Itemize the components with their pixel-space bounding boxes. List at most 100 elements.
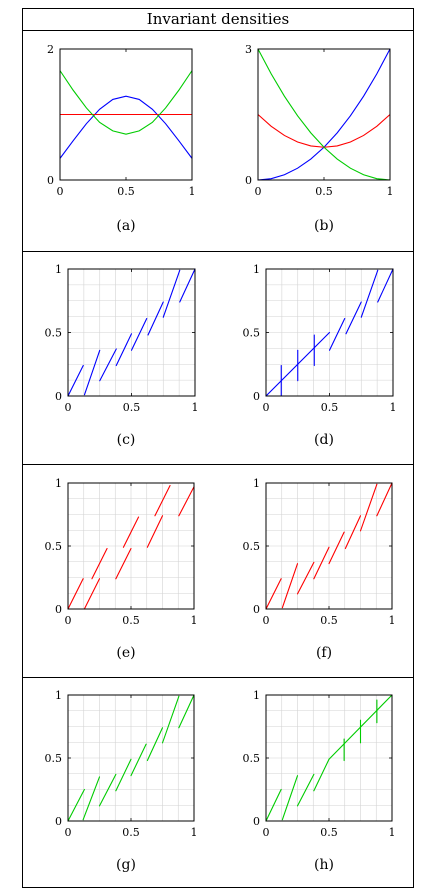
chart-a: 0 0.5 1 0 2 <box>47 43 196 198</box>
y-tick-label: 1 <box>55 689 62 702</box>
map-segment <box>115 758 132 792</box>
axes-box <box>265 268 394 397</box>
map-segment <box>146 515 164 548</box>
chart-h: 0 0.5 1 0 0.5 1 <box>243 689 396 839</box>
y-tick-label: 0.5 <box>45 752 63 765</box>
caption-d: (d) <box>314 432 334 448</box>
map-segment <box>130 317 148 351</box>
y-tick-label: 0.5 <box>243 327 261 340</box>
y-tick-label: 1 <box>253 689 260 702</box>
x-tick-label: 0 <box>263 826 270 839</box>
map-segment <box>67 788 85 822</box>
map-segment <box>313 546 330 580</box>
y-tick-label: 2 <box>47 43 54 56</box>
map-segment <box>265 788 282 822</box>
x-tick-label: 1 <box>389 614 396 627</box>
y-tick-label: 1 <box>55 477 62 490</box>
axes-box <box>257 48 391 181</box>
map-segment <box>265 578 282 610</box>
series-line-green <box>59 70 193 135</box>
caption-c: (c) <box>116 432 136 448</box>
series-line-blue <box>257 48 391 181</box>
x-tick-label: 1 <box>189 185 196 198</box>
row-divider-3 <box>22 677 414 678</box>
chart-g: 0 0.5 1 0 0.5 1 <box>45 689 198 839</box>
map-segment <box>178 486 195 517</box>
map-segment <box>344 515 362 550</box>
y-tick-label: 0 <box>55 390 62 403</box>
y-tick-label: 0.5 <box>45 540 63 553</box>
map-segment <box>377 268 394 303</box>
y-tick-label: 0 <box>245 174 252 187</box>
map-segment <box>130 743 147 777</box>
chart-f: 0 0.5 1 0 0.5 1 <box>243 477 396 627</box>
map-segment <box>122 516 140 548</box>
y-tick-label: 0.5 <box>243 540 261 553</box>
x-tick-label: 1 <box>192 401 199 414</box>
map-segment <box>345 301 362 335</box>
y-tick-label: 1 <box>253 263 260 276</box>
axes-box <box>67 694 195 822</box>
y-tick-label: 0 <box>253 815 260 828</box>
axes-box <box>265 694 393 822</box>
axes-box <box>265 482 393 610</box>
map-segment <box>359 483 378 532</box>
map-segment <box>296 561 315 595</box>
y-tick-label: 3 <box>245 43 252 56</box>
series-line-green <box>257 48 391 181</box>
x-tick-label: 0 <box>65 826 72 839</box>
map-segment <box>82 776 101 821</box>
map-segment <box>115 547 132 580</box>
map-segment <box>179 268 196 303</box>
series-line-blue <box>59 95 193 159</box>
map-segment <box>376 482 393 517</box>
figure-title: Invariant densities <box>146 10 290 28</box>
x-tick-label: 1 <box>191 826 198 839</box>
x-tick-label: 1 <box>191 614 198 627</box>
map-segment <box>328 317 346 351</box>
map-segment <box>67 578 84 610</box>
title-divider <box>22 30 414 31</box>
axes-box <box>67 268 196 397</box>
x-tick-label: 0.5 <box>320 614 338 627</box>
y-tick-label: 1 <box>253 477 260 490</box>
map-segment <box>281 563 299 609</box>
y-tick-label: 0.5 <box>45 327 63 340</box>
map-segment <box>281 775 299 821</box>
x-tick-label: 0.5 <box>320 826 338 839</box>
x-tick-label: 1 <box>387 185 394 198</box>
chart-c: 0 0.5 1 0 0.5 1 <box>45 263 199 414</box>
map-segment <box>98 773 117 807</box>
map-segment <box>83 578 101 610</box>
map-segment <box>67 364 84 397</box>
row-divider-1 <box>22 251 414 252</box>
chart-b: 0 0.5 1 0 3 <box>245 43 394 198</box>
map-segment <box>296 773 315 807</box>
row-divider-2 <box>22 464 414 465</box>
figure-frame <box>22 8 414 888</box>
x-tick-label: 0.5 <box>117 185 135 198</box>
map-segment <box>360 269 379 318</box>
map-segment <box>146 727 164 762</box>
y-tick-label: 0 <box>253 603 260 616</box>
map-segment <box>162 269 181 318</box>
map-segment <box>115 333 133 367</box>
x-tick-label: 0 <box>263 401 270 414</box>
y-tick-label: 0.5 <box>243 752 261 765</box>
x-tick-label: 0 <box>65 401 72 414</box>
map-segment <box>161 695 180 744</box>
caption-a: (a) <box>116 218 136 234</box>
x-tick-label: 1 <box>390 401 397 414</box>
y-tick-label: 0 <box>253 390 260 403</box>
caption-f: (f) <box>315 645 333 661</box>
series-line-red <box>257 114 391 148</box>
x-tick-label: 0.5 <box>122 826 140 839</box>
axes-box <box>59 48 193 181</box>
x-tick-label: 0 <box>65 614 72 627</box>
x-tick-label: 0.5 <box>315 185 333 198</box>
caption-h: (h) <box>314 857 334 873</box>
y-tick-label: 0 <box>55 815 62 828</box>
caption-b: (b) <box>314 218 334 234</box>
map-segment <box>147 301 164 336</box>
x-tick-label: 0 <box>255 185 262 198</box>
